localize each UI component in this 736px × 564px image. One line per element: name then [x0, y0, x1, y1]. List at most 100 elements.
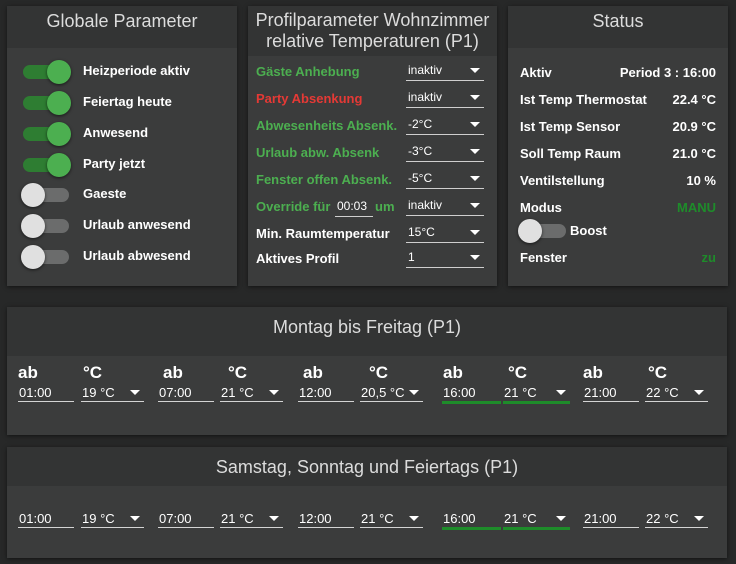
temp-header: °C [508, 363, 528, 382]
party-switch[interactable] [21, 153, 71, 177]
panel-title: Status [592, 11, 644, 31]
override-select[interactable]: inaktiv [406, 195, 484, 216]
temp-value: 21 °C [221, 385, 254, 400]
party-absenkung-select[interactable]: inaktiv [406, 87, 484, 108]
select-value: 15°C [408, 225, 435, 239]
ab-header: ab [163, 363, 183, 382]
status-row-ist-thermostat: Ist Temp Thermostat 22.4 °C [520, 89, 716, 109]
weekend-time-4-input[interactable]: 16:00 [442, 509, 501, 530]
toggle-row-heizperiode[interactable]: Heizperiode aktiv [21, 60, 231, 84]
row-label: Min. Raumtemperatur [256, 226, 390, 241]
status-value: 10 % [686, 173, 716, 188]
chevron-down-icon [694, 390, 704, 395]
chevron-down-icon [269, 516, 279, 521]
temp-value: 21 °C [504, 511, 537, 526]
heizperiode-switch[interactable] [21, 60, 71, 84]
profile-row-gaeste-anhebung: Gäste Anhebung inaktiv [256, 60, 484, 84]
gaeste-switch[interactable] [21, 183, 71, 207]
toggle-label: Anwesend [83, 125, 149, 140]
override-label-pre: Override für [256, 199, 331, 214]
chevron-down-icon [269, 390, 279, 395]
weekend-temp-5-select[interactable]: 22 °C [645, 509, 708, 528]
profile-row-party-absenkung: Party Absenkung inaktiv [256, 87, 484, 111]
toggle-row-urlaub-anwesend[interactable]: Urlaub anwesend [21, 214, 231, 238]
row-label: Abwesenheits Absenk. [256, 118, 398, 133]
row-label: Party Absenkung [256, 91, 363, 106]
status-label: Soll Temp Raum [520, 146, 621, 161]
urlaub-select[interactable]: -3°C [406, 141, 484, 162]
weekday-temp-5-select[interactable]: 22 °C [645, 383, 708, 402]
toggle-row-anwesend[interactable]: Anwesend [21, 122, 231, 146]
toggle-label: Heizperiode aktiv [83, 63, 190, 78]
row-label: Gäste Anhebung [256, 64, 360, 79]
status-label: Modus [520, 200, 562, 215]
toggle-row-feiertag[interactable]: Feiertag heute [21, 91, 231, 115]
select-value: -3°C [408, 144, 433, 158]
weekend-temp-1-select[interactable]: 19 °C [81, 509, 144, 528]
profile-row-active-profile: Aktives Profil 1 [256, 247, 484, 271]
weekend-time-3-input[interactable]: 12:00 [298, 509, 354, 528]
fenster-select[interactable]: -5°C [406, 168, 484, 189]
temp-header: °C [369, 363, 389, 382]
toggle-row-urlaub-abwesend[interactable]: Urlaub abwesend [21, 245, 231, 269]
weekday-time-5-input[interactable]: 21:00 [583, 383, 639, 402]
weekday-time-4-input[interactable]: 16:00 [442, 383, 501, 404]
override-label-post: um [375, 199, 395, 214]
weekday-temp-2-select[interactable]: 21 °C [220, 383, 283, 402]
weekday-time-3-input[interactable]: 12:00 [298, 383, 354, 402]
status-value: 22.4 °C [672, 92, 716, 107]
weekend-time-5-input[interactable]: 21:00 [583, 509, 639, 528]
panel-title-line2: relative Temperaturen (P1) [266, 31, 479, 51]
weekday-temp-1-select[interactable]: 19 °C [81, 383, 144, 402]
weekday-temp-3-select[interactable]: 20,5 °C [360, 383, 423, 402]
boost-row[interactable]: Boost [518, 219, 718, 243]
weekday-time-1-input[interactable]: 01:00 [18, 383, 74, 402]
chevron-down-icon [130, 390, 140, 395]
weekend-temp-4-select[interactable]: 21 °C [503, 509, 570, 530]
min-temp-select[interactable]: 15°C [406, 222, 484, 243]
weekday-time-2-input[interactable]: 07:00 [158, 383, 214, 402]
temp-value: 20,5 °C [361, 385, 405, 400]
weekday-schedule-panel: Montag bis Freitag (P1) ab °C ab °C ab °… [7, 307, 727, 435]
panel-title: Samstag, Sonntag und Feiertags (P1) [215, 457, 519, 477]
gaeste-anhebung-select[interactable]: inaktiv [406, 60, 484, 81]
boost-label: Boost [570, 223, 607, 238]
abwesenheit-select[interactable]: -2°C [406, 114, 484, 135]
weekend-temp-2-select[interactable]: 21 °C [220, 509, 283, 528]
status-panel: Status Aktiv Period 3 : 16:00 Ist Temp T… [508, 6, 728, 286]
temp-value: 19 °C [82, 511, 115, 526]
urlaub-anwesend-switch[interactable] [21, 214, 71, 238]
feiertag-switch[interactable] [21, 91, 71, 115]
time-value: 16:00 [443, 385, 476, 400]
urlaub-abwesend-switch[interactable] [21, 245, 71, 269]
anwesend-switch[interactable] [21, 122, 71, 146]
temp-value: 21 °C [361, 511, 394, 526]
profile-row-abwesenheit: Abwesenheits Absenk. -2°C [256, 114, 484, 138]
panel-title-line1: Profilparameter Wohnzimmer [255, 10, 490, 30]
chevron-down-icon [409, 516, 419, 521]
select-value: inaktiv [408, 63, 443, 77]
status-row-modus: Modus MANU [520, 197, 716, 217]
row-label: Fenster offen Absenk. [256, 172, 393, 187]
toggle-label: Gaeste [83, 186, 127, 201]
status-value: Period 3 : 16:00 [619, 65, 716, 80]
toggle-row-party[interactable]: Party jetzt [21, 153, 231, 177]
select-value: -2°C [408, 117, 433, 131]
chevron-down-icon [470, 122, 480, 127]
weekend-time-1-input[interactable]: 01:00 [18, 509, 74, 528]
status-label: Ist Temp Sensor [520, 119, 621, 134]
status-value: 21.0 °C [672, 146, 716, 161]
weekday-temp-4-select[interactable]: 21 °C [503, 383, 570, 404]
active-profile-select[interactable]: 1 [406, 247, 484, 268]
override-time-input[interactable]: 00:03 [335, 199, 373, 217]
time-value: 12:00 [299, 385, 332, 400]
weekend-temp-3-select[interactable]: 21 °C [360, 509, 423, 528]
weekend-header: Samstag, Sonntag und Feiertags (P1) [7, 447, 727, 486]
boost-switch[interactable] [518, 219, 568, 243]
toggle-row-gaeste[interactable]: Gaeste [21, 183, 231, 207]
status-header: Status [508, 6, 728, 48]
weekend-time-2-input[interactable]: 07:00 [158, 509, 214, 528]
profile-row-urlaub: Urlaub abw. Absenk -3°C [256, 141, 484, 165]
global-parameters-header: Globale Parameter [7, 6, 237, 48]
temp-header: °C [228, 363, 248, 382]
